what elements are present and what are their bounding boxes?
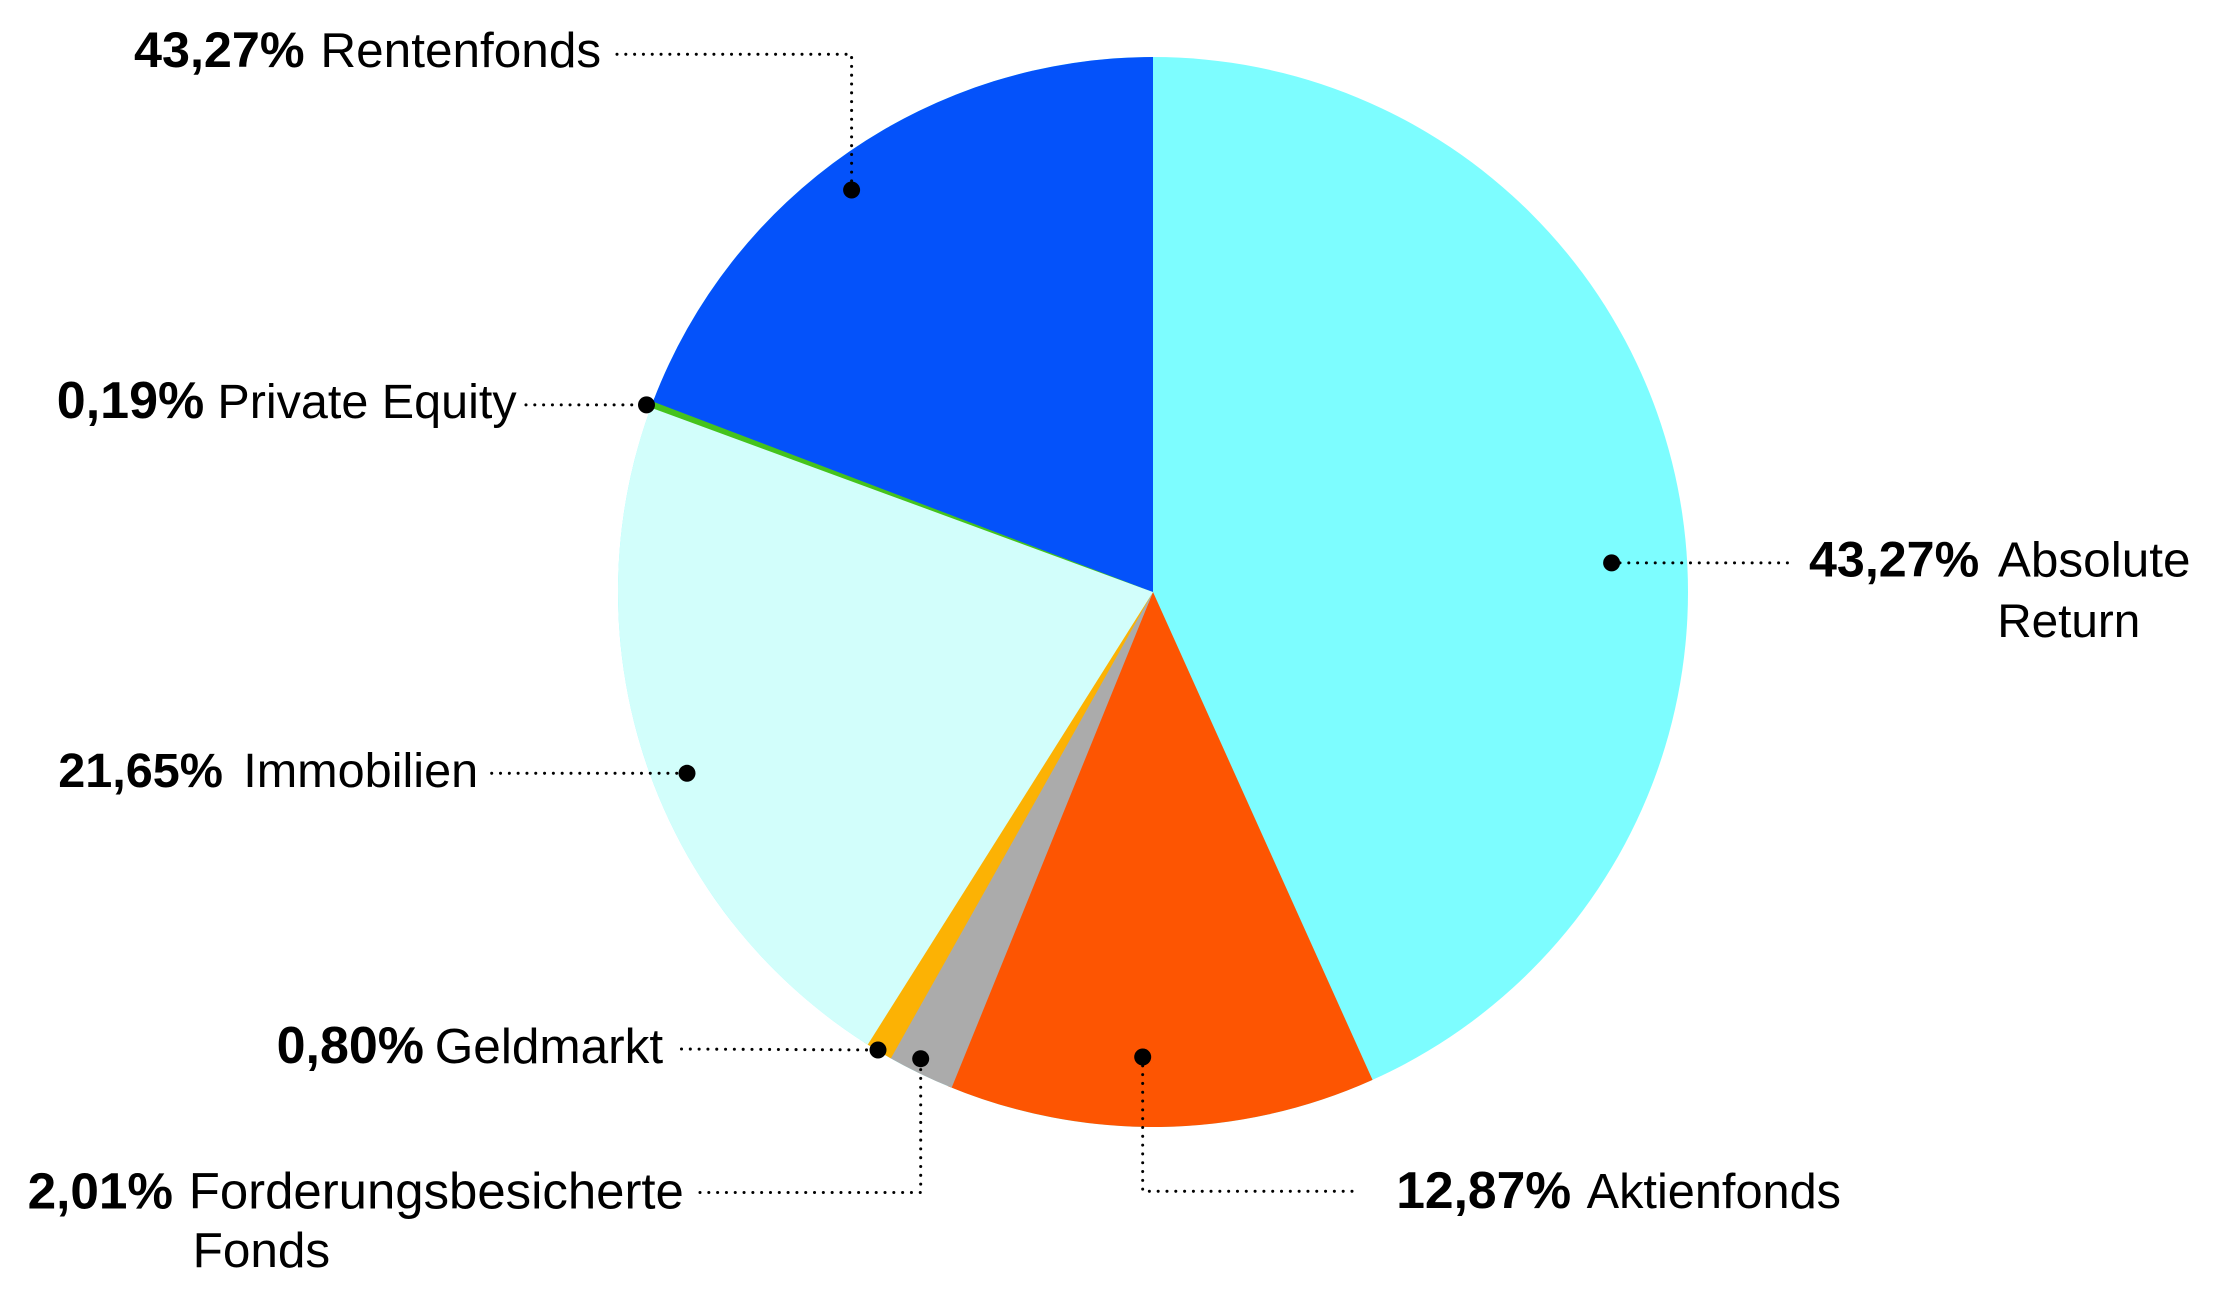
svg-text:Rentenfonds: Rentenfonds: [320, 23, 601, 78]
svg-text:Private Equity: Private Equity: [217, 375, 517, 429]
svg-text:0,80%: 0,80%: [277, 1017, 424, 1075]
svg-text:2,01%: 2,01%: [28, 1163, 173, 1220]
svg-text:Forderungsbesicherte: Forderungsbesicherte: [189, 1163, 684, 1220]
svg-text:Immobilien: Immobilien: [243, 744, 478, 798]
svg-text:0,19%: 0,19%: [57, 372, 204, 430]
svg-text:Absolute: Absolute: [1998, 533, 2191, 588]
svg-text:Aktienfonds: Aktienfonds: [1587, 1165, 1841, 1219]
svg-text:43,27%: 43,27%: [134, 21, 305, 78]
svg-text:Geldmarkt: Geldmarkt: [435, 1019, 664, 1074]
svg-text:Fonds: Fonds: [193, 1223, 331, 1278]
svg-text:21,65%: 21,65%: [58, 744, 223, 798]
svg-text:43,27%: 43,27%: [1809, 532, 1979, 588]
svg-text:12,87%: 12,87%: [1396, 1161, 1571, 1219]
svg-text:Return: Return: [1997, 595, 2140, 648]
